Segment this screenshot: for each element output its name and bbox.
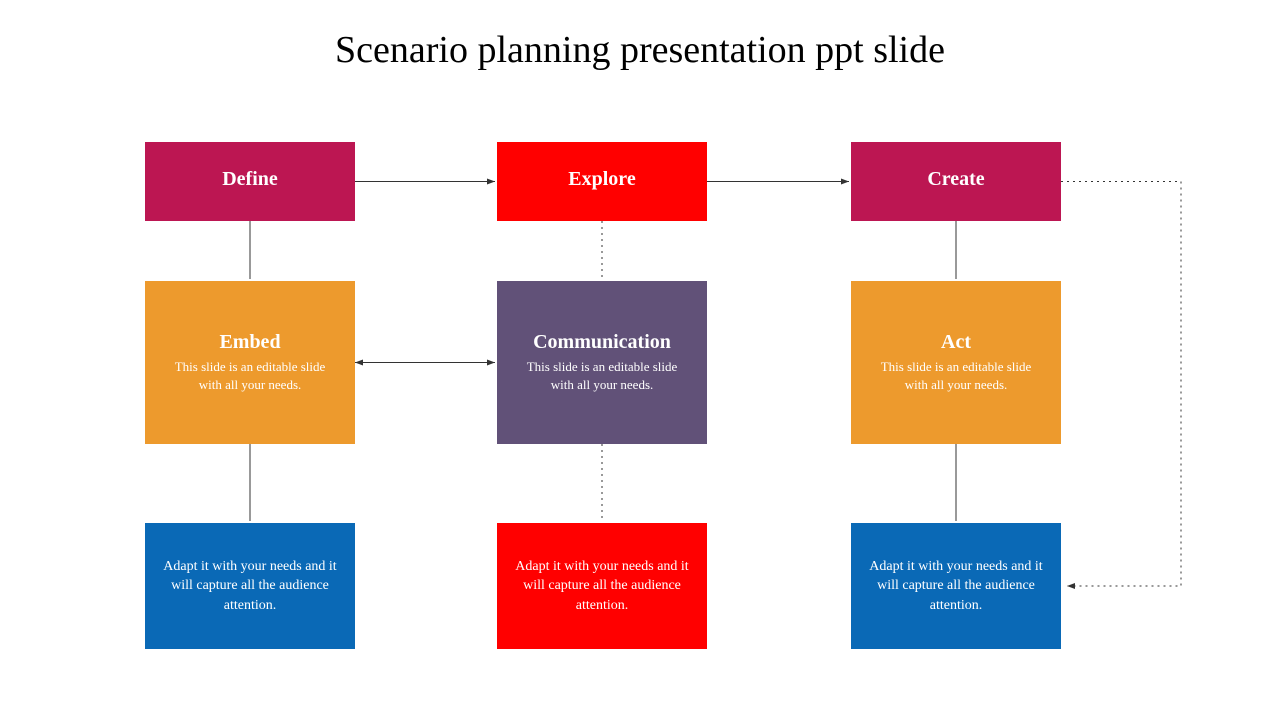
box-explore: Explore [497, 142, 707, 221]
box-desc: This slide is an editable slide with all… [163, 358, 337, 393]
box-define: Define [145, 142, 355, 221]
box-title: Act [941, 331, 971, 354]
box-title: Communication [533, 331, 671, 354]
box-desc: This slide is an editable slide with all… [869, 358, 1043, 393]
box-embed: Embed This slide is an editable slide wi… [145, 281, 355, 444]
box-create: Create [851, 142, 1061, 221]
box-caption: Adapt it with your needs and it will cap… [515, 557, 689, 616]
box-desc: This slide is an editable slide with all… [515, 358, 689, 393]
connector-polyline [1061, 182, 1181, 587]
box-caption: Adapt it with your needs and it will cap… [869, 557, 1043, 616]
page-title: Scenario planning presentation ppt slide [0, 28, 1280, 72]
box-communication: Communication This slide is an editable … [497, 281, 707, 444]
box-title: Create [927, 168, 984, 191]
box-title: Embed [219, 331, 280, 354]
box-caption: Adapt it with your needs and it will cap… [163, 557, 337, 616]
box-caption-1: Adapt it with your needs and it will cap… [145, 523, 355, 649]
box-act: Act This slide is an editable slide with… [851, 281, 1061, 444]
box-title: Explore [568, 168, 635, 191]
box-caption-2: Adapt it with your needs and it will cap… [497, 523, 707, 649]
box-title: Define [222, 168, 278, 191]
box-caption-3: Adapt it with your needs and it will cap… [851, 523, 1061, 649]
